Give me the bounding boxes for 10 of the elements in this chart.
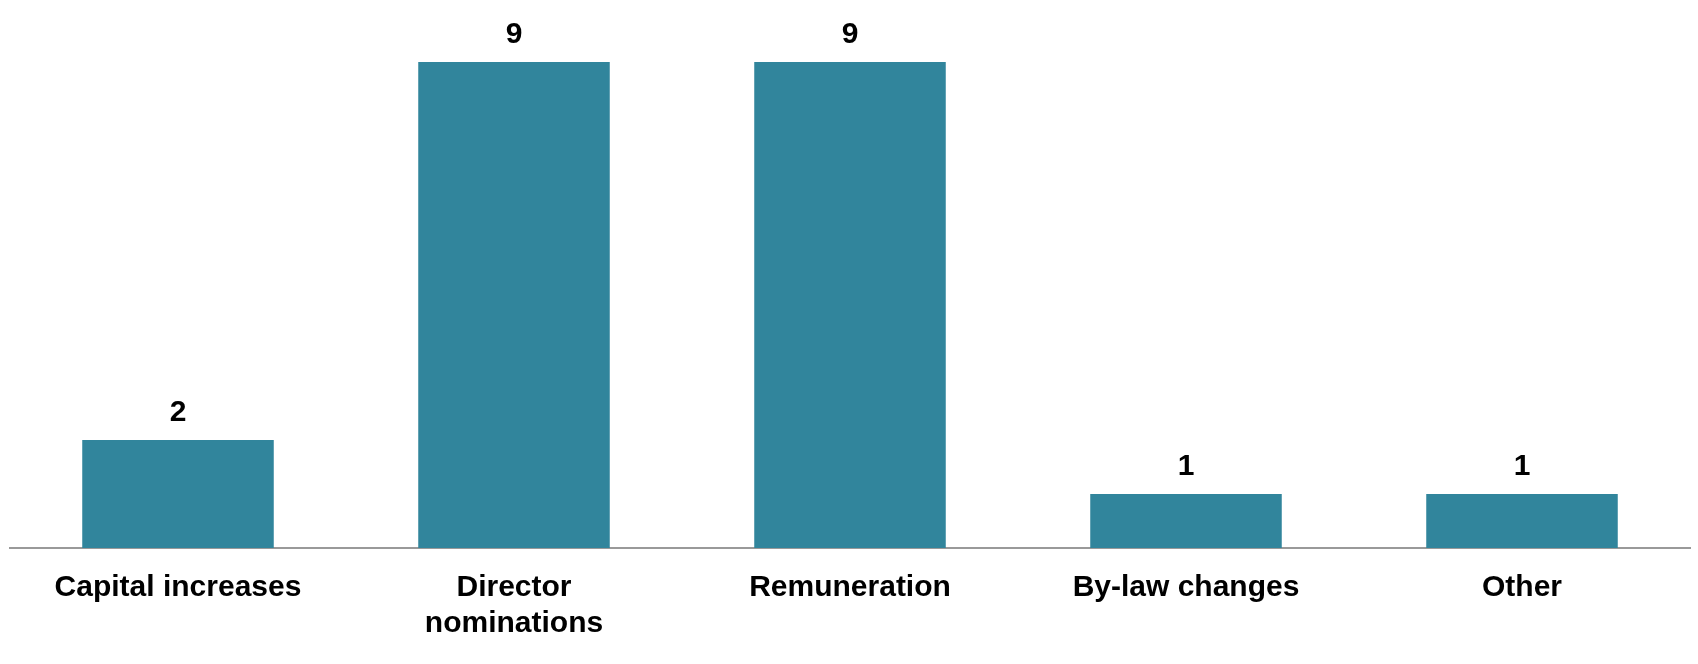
data-label: 9	[505, 16, 523, 50]
data-label: 1	[1177, 448, 1195, 482]
data-label: 9	[841, 16, 859, 50]
x-tick-label: Other	[1481, 569, 1563, 603]
x-tick-label: Director nominations	[424, 569, 604, 639]
x-tick-label: By-law changes	[1072, 569, 1300, 603]
x-tick-label: Capital increases	[54, 569, 302, 603]
data-label: 1	[1513, 448, 1531, 482]
data-label: 2	[169, 394, 187, 428]
x-tick-label: Remuneration	[749, 569, 951, 603]
